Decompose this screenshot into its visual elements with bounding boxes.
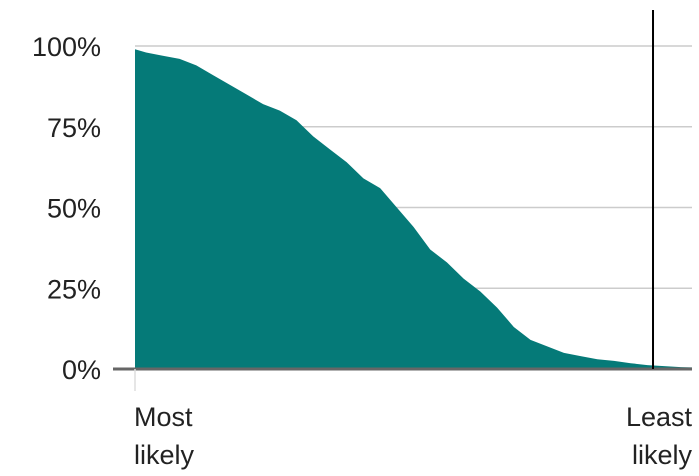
- x-start-label: Most: [134, 402, 193, 432]
- x-end-label: likely: [632, 440, 693, 470]
- x-end-label: Least: [626, 402, 693, 432]
- y-tick-label: 75%: [47, 113, 101, 143]
- y-tick-label: 0%: [62, 355, 101, 385]
- area-series: [135, 49, 692, 369]
- y-tick-label: 50%: [47, 194, 101, 224]
- y-tick-label: 25%: [47, 274, 101, 304]
- x-start-label: likely: [134, 440, 195, 470]
- x-axis: Most likely Least likely: [134, 369, 692, 470]
- y-axis: 0% 25% 50% 75% 100%: [32, 32, 101, 385]
- plot-area: [113, 10, 692, 371]
- y-tick-label: 100%: [32, 32, 101, 62]
